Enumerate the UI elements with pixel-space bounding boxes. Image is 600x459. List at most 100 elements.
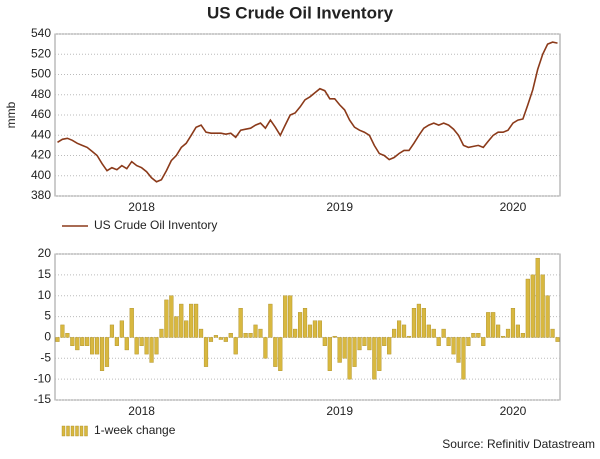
y-tick-label: -15 xyxy=(34,392,52,406)
bar xyxy=(203,337,209,367)
y-tick-label: 0 xyxy=(44,330,51,344)
x-tick-label: 2018 xyxy=(128,404,155,418)
bar xyxy=(233,337,238,355)
x-tick-label: 2019 xyxy=(326,200,353,214)
bar xyxy=(337,337,342,363)
bar xyxy=(377,337,382,371)
bar xyxy=(268,303,273,338)
bar xyxy=(411,308,417,338)
bar xyxy=(75,337,80,351)
bar xyxy=(347,337,352,380)
bar xyxy=(322,337,327,346)
bar xyxy=(139,337,144,346)
y-tick-label: 5 xyxy=(44,309,51,323)
bar xyxy=(461,337,466,380)
bar xyxy=(382,337,387,346)
bar xyxy=(441,328,446,338)
bar xyxy=(302,308,308,338)
y-tick-label: 520 xyxy=(31,46,51,60)
legend-swatch xyxy=(75,425,79,437)
legend-swatch xyxy=(79,425,84,437)
bar xyxy=(451,337,456,355)
bar xyxy=(99,337,105,371)
y-tick-label: 420 xyxy=(31,148,51,162)
bar xyxy=(119,320,124,338)
y-tick-label: 20 xyxy=(38,246,52,260)
bar xyxy=(149,337,154,363)
bar xyxy=(283,295,288,338)
bar xyxy=(535,257,540,338)
bar xyxy=(530,274,535,338)
bar xyxy=(154,337,159,355)
x-tick-label: 2020 xyxy=(500,200,527,214)
bar xyxy=(540,274,545,338)
y-tick-label: 400 xyxy=(31,168,51,182)
bar xyxy=(179,303,184,338)
bar xyxy=(421,308,426,338)
y-tick-label: 480 xyxy=(31,87,51,101)
bar xyxy=(288,295,293,338)
bar xyxy=(401,324,407,338)
bar xyxy=(362,337,367,346)
line xyxy=(57,41,558,183)
x-tick-label: 2019 xyxy=(326,404,353,418)
bar xyxy=(104,337,110,367)
bar xyxy=(65,333,70,338)
x-tick-label: 2020 xyxy=(500,404,527,418)
y-tick-label: 15 xyxy=(38,267,52,281)
bar xyxy=(456,337,461,363)
bar xyxy=(208,337,214,342)
bar xyxy=(416,303,421,338)
legend-label: 1-week change xyxy=(94,423,176,437)
bar xyxy=(95,337,100,355)
bar xyxy=(525,278,530,338)
bar xyxy=(238,308,243,338)
bar xyxy=(218,337,223,340)
bar xyxy=(471,333,476,338)
bar xyxy=(263,337,268,359)
source: Source: Refinitiv Datastream xyxy=(442,437,595,451)
bar xyxy=(550,328,555,338)
bar xyxy=(223,337,228,342)
bar xyxy=(327,337,332,371)
y-tick-label: 540 xyxy=(31,26,51,40)
bar xyxy=(392,328,397,338)
bar xyxy=(169,295,174,338)
legend-swatch xyxy=(61,425,66,437)
bar xyxy=(466,337,471,346)
bar xyxy=(124,337,129,351)
legend-label: US Crude Oil Inventory xyxy=(94,218,217,232)
bar xyxy=(253,324,258,338)
bar xyxy=(510,308,516,338)
bar xyxy=(70,337,75,346)
bar xyxy=(496,324,501,338)
y-tick-label: 500 xyxy=(31,67,51,81)
bar xyxy=(387,337,392,355)
bar xyxy=(278,337,283,371)
y-tick-label: 440 xyxy=(31,127,51,141)
bar xyxy=(85,337,90,346)
bar xyxy=(515,324,520,338)
bar xyxy=(273,337,278,367)
bar xyxy=(184,320,189,338)
y-tick-label: 460 xyxy=(31,107,51,121)
y-tick-label: 10 xyxy=(38,288,52,302)
bar xyxy=(397,320,402,338)
y-tick-label: -10 xyxy=(34,371,52,385)
bar xyxy=(134,337,139,355)
bar xyxy=(60,324,65,338)
bar xyxy=(90,337,95,355)
y-axis-label: mmb xyxy=(4,101,18,128)
bar xyxy=(505,328,511,338)
bar xyxy=(114,337,119,346)
bar xyxy=(500,335,506,338)
bar xyxy=(367,337,372,351)
bar xyxy=(486,312,491,338)
bar xyxy=(476,333,481,338)
bar xyxy=(55,337,60,342)
bar xyxy=(317,320,322,338)
bar xyxy=(129,308,134,338)
bar xyxy=(555,337,560,342)
bar xyxy=(109,324,115,338)
